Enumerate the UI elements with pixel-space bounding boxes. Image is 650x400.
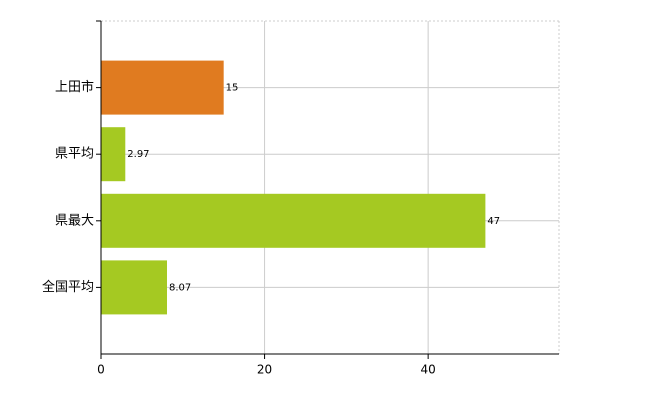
bar (101, 193, 486, 248)
value-label: 15 (226, 83, 239, 94)
bar (101, 60, 224, 115)
x-tick-label: 20 (257, 363, 272, 377)
value-label: 47 (487, 216, 500, 227)
x-tick-label: 40 (421, 363, 436, 377)
bar (101, 127, 126, 182)
y-tick-label: 上田市 (55, 79, 94, 95)
bar (101, 260, 168, 315)
y-tick-label: 全国平均 (42, 279, 94, 295)
y-tick-label: 県平均 (55, 147, 94, 162)
x-tick-label: 0 (97, 363, 105, 377)
y-tick-label: 県最大 (55, 213, 94, 228)
value-label: 8.07 (169, 282, 191, 293)
value-label: 2.97 (127, 149, 149, 160)
